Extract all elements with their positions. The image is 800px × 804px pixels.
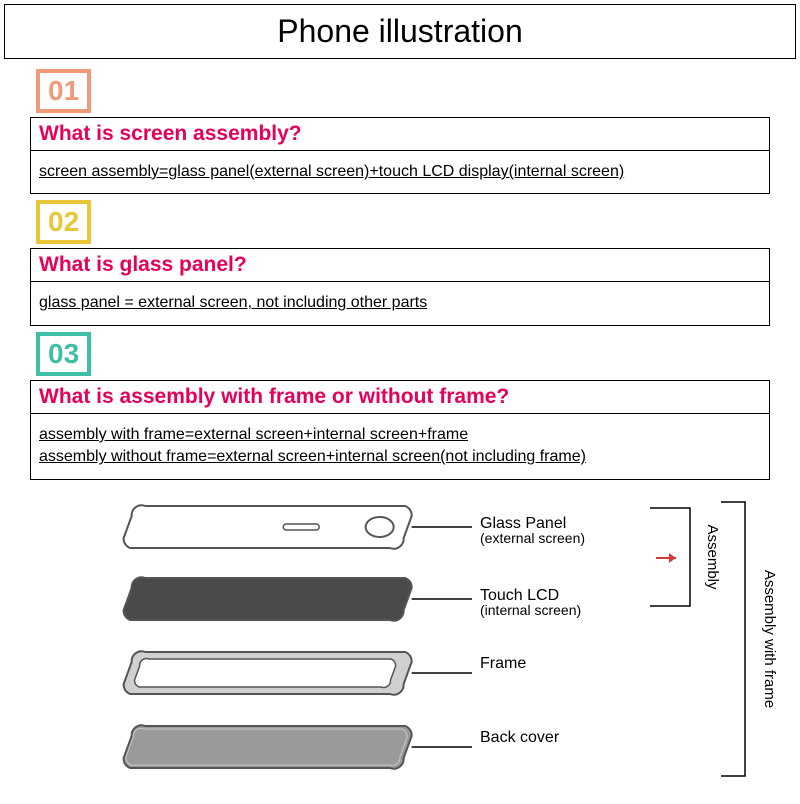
qa-box-03: What is assembly with frame or without f… — [30, 380, 770, 480]
section-02: 02 What is glass panel? glass panel = ex… — [30, 200, 770, 325]
badge-02: 02 — [36, 200, 91, 244]
section-03: 03 What is assembly with frame or withou… — [30, 332, 770, 480]
qa-box-02: What is glass panel? glass panel = exter… — [30, 248, 770, 325]
section-01: 01 What is screen assembly? screen assem… — [30, 69, 770, 194]
exploded-diagram: Glass Panel(external screen)Touch LCD(in… — [0, 486, 800, 796]
svg-text:(internal screen): (internal screen) — [480, 602, 581, 618]
question-03: What is assembly with frame or without f… — [31, 381, 769, 414]
qa-box-01: What is screen assembly? screen assembly… — [30, 117, 770, 194]
svg-text:Assembly with frame: Assembly with frame — [761, 569, 778, 707]
answer-03: assembly with frame=external screen+inte… — [31, 414, 769, 479]
badge-01: 01 — [36, 69, 91, 113]
page-title: Phone illustration — [4, 4, 796, 59]
svg-text:Frame: Frame — [480, 655, 526, 672]
svg-text:(external screen): (external screen) — [480, 530, 585, 546]
svg-text:Back cover: Back cover — [480, 729, 560, 746]
svg-text:Assembly: Assembly — [704, 524, 721, 590]
answer-01: screen assembly=glass panel(external scr… — [31, 151, 769, 193]
question-01: What is screen assembly? — [31, 118, 769, 151]
badge-03: 03 — [36, 332, 91, 376]
answer-02: glass panel = external screen, not inclu… — [31, 282, 769, 324]
question-02: What is glass panel? — [31, 249, 769, 282]
